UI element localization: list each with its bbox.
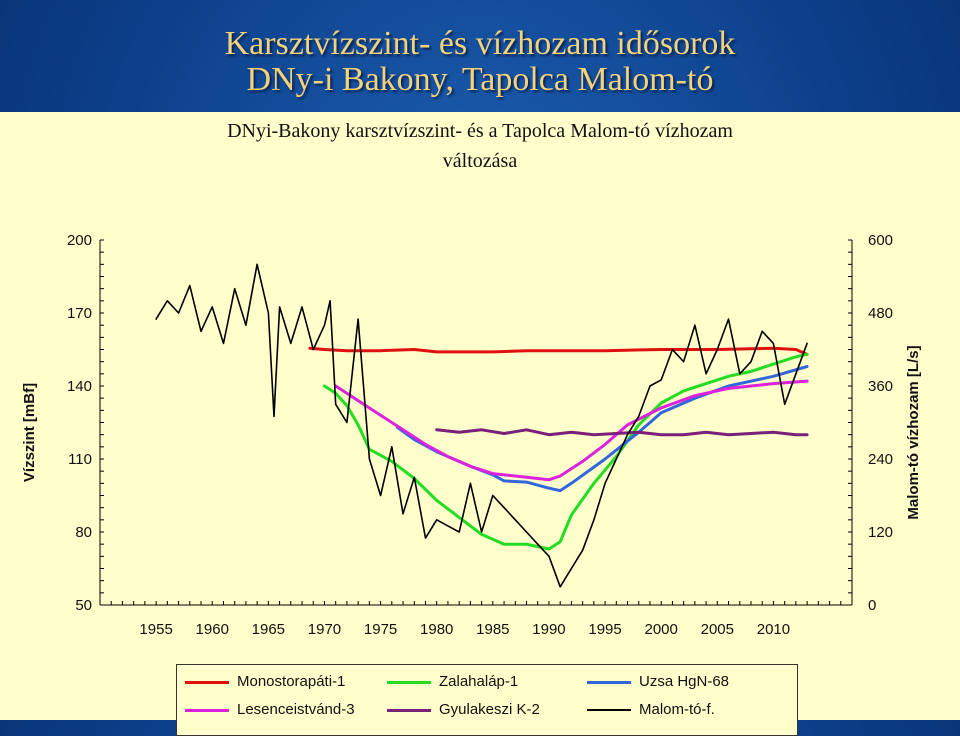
chart-panel	[0, 112, 960, 720]
series-line-malom-t-f-	[155, 263, 808, 588]
chart-title-line-2: változása	[442, 150, 518, 172]
legend-label: Malom-tó-f.	[639, 701, 715, 718]
y2-tick-label: 600	[868, 232, 893, 249]
series-line-monostorap-ti-1	[308, 346, 809, 356]
y2-axis-title: Malom-tó vízhozam [L/s]	[905, 345, 922, 519]
y2-tick-label: 0	[868, 597, 876, 614]
slide-subtitle: DNy-i Bakony, Tapolca Malom-tó	[246, 61, 714, 98]
legend-swatch	[587, 709, 631, 711]
y2-tick-label: 360	[868, 378, 893, 395]
y2-tick-label: 240	[868, 451, 893, 468]
x-tick-label: 1955	[139, 621, 172, 638]
x-tick-label: 1975	[364, 621, 397, 638]
y2-tick-label: 480	[868, 305, 893, 322]
legend-swatch	[387, 709, 431, 712]
legend-swatch	[185, 709, 229, 712]
y-tick-label: 110	[68, 451, 92, 468]
legend-swatch	[587, 681, 631, 684]
chart-title: DNyi-Bakony karsztvízszint- és a Tapolca…	[227, 120, 733, 142]
x-tick-label: 2010	[757, 621, 790, 638]
y-tick-label: 170	[67, 305, 92, 322]
series-layer	[155, 263, 809, 588]
x-tick-label: 1995	[588, 621, 621, 638]
x-tick-label: 1965	[252, 621, 285, 638]
legend-label: Zalahaláp-1	[439, 673, 519, 690]
y-tick-label: 140	[67, 378, 92, 395]
legend-label: Monostorapáti-1	[237, 673, 346, 690]
x-tick-label: 1985	[476, 621, 509, 638]
x-tick-label: 2005	[701, 621, 734, 638]
x-tick-label: 1990	[532, 621, 565, 638]
series-line-lesenceistv-nd-3	[334, 379, 809, 482]
x-tick-label: 1980	[420, 621, 453, 638]
legend: Monostorapáti-1 Zalahaláp-1 Uzsa HgN-68 Les…	[176, 664, 798, 736]
y-tick-label: 200	[67, 232, 92, 249]
x-tick-label: 1970	[308, 621, 341, 638]
legend-swatch	[185, 681, 229, 684]
series-line-zalahal-p-1	[323, 352, 809, 551]
legend-label: Uzsa HgN-68	[639, 673, 730, 690]
y2-tick-label: 120	[868, 524, 893, 541]
legend-label: Gyulakeszi K-2	[439, 701, 540, 718]
slide-title: Karsztvízszint- és vízhozam idősorok	[224, 25, 736, 62]
x-tick-label: 1960	[196, 621, 229, 638]
y-tick-label: 50	[75, 597, 92, 614]
legend-swatch	[387, 681, 431, 684]
legend-label: Lesenceistvánd-3	[237, 701, 355, 718]
x-tick-label: 2000	[645, 621, 678, 638]
series-line-gyulakeszi-k-2	[435, 428, 809, 437]
y-axis-title: Vízszint [mBf]	[21, 383, 38, 482]
y-tick-label: 80	[75, 524, 92, 541]
